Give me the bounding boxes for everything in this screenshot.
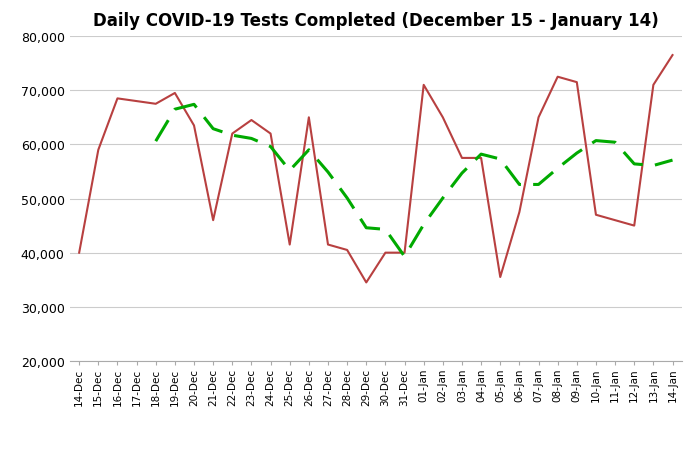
Title: Daily COVID-19 Tests Completed (December 15 - January 14): Daily COVID-19 Tests Completed (December… xyxy=(93,12,658,30)
